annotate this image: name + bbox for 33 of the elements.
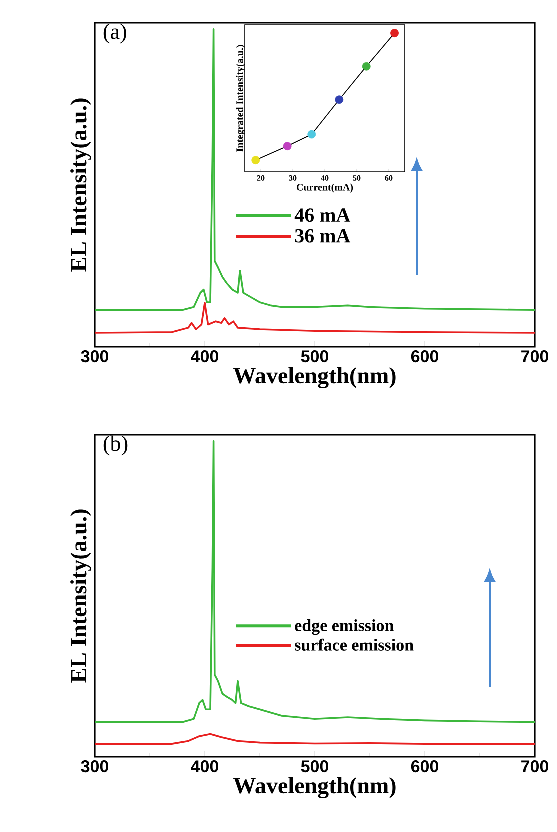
x-tick-label: 300 — [81, 760, 108, 773]
y-axis-title: EL Intensity(a.u.) — [70, 510, 92, 683]
x-tick-label: 600 — [411, 350, 438, 363]
x-tick-label: 400 — [191, 350, 218, 363]
legend-label: surface emission — [295, 638, 414, 651]
x-tick-label: 60 — [385, 176, 393, 181]
point — [335, 96, 344, 104]
x-tick-label: 40 — [321, 176, 329, 181]
point — [362, 62, 371, 71]
x-axis-title: Current(mA) — [296, 184, 354, 193]
y-axis-title: EL Intensity(a.u.) — [70, 98, 92, 272]
x-tick-label: 50 — [353, 176, 361, 181]
point — [308, 130, 316, 139]
x-axis-title: Wavelength(nm) — [234, 777, 396, 798]
chart-title: (b) — [104, 436, 128, 456]
y-axis-title: Integrated Intensity(a.u.) — [236, 45, 246, 152]
chart-title: (a) — [104, 24, 126, 44]
x-tick-label: 30 — [289, 176, 297, 181]
x-tick-label: 400 — [191, 760, 218, 773]
x-tick-label: 20 — [257, 176, 265, 181]
x-tick-label: 500 — [301, 350, 328, 363]
x-tick-label: 300 — [81, 350, 108, 363]
legend-label: edge emission — [295, 620, 394, 636]
point — [252, 156, 260, 165]
x-tick-label: 500 — [301, 760, 328, 773]
x-tick-label: 700 — [522, 350, 548, 363]
legend-label: 46 mA — [294, 208, 351, 222]
x-tick-label: 700 — [522, 760, 548, 773]
point — [390, 29, 399, 38]
x-axis-title: Wavelength(nm) — [234, 367, 396, 388]
legend-label: 36 mA — [295, 229, 351, 243]
point — [283, 142, 292, 151]
x-tick-label: 600 — [411, 760, 438, 773]
